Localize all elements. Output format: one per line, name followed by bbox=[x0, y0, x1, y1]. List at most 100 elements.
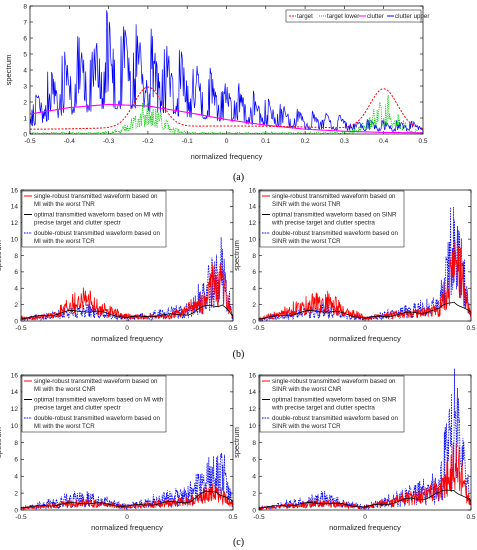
x-tick-label: -0.2 bbox=[142, 138, 154, 145]
y-tick-label: 6 bbox=[23, 35, 27, 42]
plot-frame bbox=[258, 374, 472, 511]
x-tick-label: -0.1 bbox=[182, 138, 194, 145]
x-tick-label: -0.4 bbox=[64, 138, 76, 145]
legend-label: optimal transmitted waveform based on MI… bbox=[34, 397, 164, 404]
y-axis-label: spectrum bbox=[0, 240, 3, 271]
y-tick-label: 2 bbox=[14, 302, 18, 309]
legend-label: optimal transmitted waveform based on MI… bbox=[34, 212, 164, 219]
y-tick-label: 5 bbox=[23, 51, 27, 58]
y-tick-label: 4 bbox=[252, 474, 256, 481]
target-lower-line bbox=[29, 95, 424, 135]
y-tick-label: 7 bbox=[23, 19, 27, 26]
y-tick-label: 10 bbox=[11, 236, 19, 243]
legend-label: MI with the worst TNR bbox=[34, 201, 95, 208]
double-robust-line bbox=[20, 452, 234, 511]
x-tick-label: -0.3 bbox=[103, 138, 115, 145]
legend-box bbox=[21, 375, 167, 433]
double-robust-line bbox=[258, 207, 472, 322]
y-tick-label: 8 bbox=[14, 440, 18, 447]
y-tick-label: 10 bbox=[249, 423, 257, 430]
x-tick-label: 0.5 bbox=[228, 325, 237, 332]
legend-label: double-robust transmitted waveform based… bbox=[272, 230, 398, 237]
x-tick-label: -0.5 bbox=[15, 514, 27, 521]
y-tick-label: 2 bbox=[252, 490, 256, 497]
x-tick-label: 0.2 bbox=[301, 138, 310, 145]
legend-label: clutter bbox=[367, 13, 384, 20]
x-axis-label: normalized frequency bbox=[91, 523, 163, 532]
y-tick-label: 4 bbox=[23, 67, 27, 74]
y-tick-label: 10 bbox=[249, 236, 257, 243]
y-tick-label: 12 bbox=[249, 220, 257, 227]
y-axis-label: spectrum bbox=[4, 55, 13, 86]
legend-label: double-robust transmitted waveform based… bbox=[272, 415, 398, 422]
y-tick-label: 16 bbox=[249, 372, 257, 379]
legend-label: SINR with the worst CNR bbox=[272, 386, 342, 393]
y-tick-label: 10 bbox=[11, 423, 19, 430]
caption-a: (a) bbox=[233, 172, 244, 183]
x-tick-label: 0 bbox=[125, 514, 129, 521]
y-tick-label: 14 bbox=[11, 389, 19, 396]
y-tick-label: 6 bbox=[252, 269, 256, 276]
x-tick-label: 0.3 bbox=[340, 138, 349, 145]
y-tick-label: 0 bbox=[252, 318, 256, 325]
y-tick-label: 8 bbox=[23, 3, 27, 10]
clutter-line bbox=[29, 103, 424, 134]
legend-label: target bbox=[297, 13, 313, 20]
y-tick-label: 2 bbox=[252, 302, 256, 309]
legend-label: optimal transmitted waveform based on SI… bbox=[272, 212, 397, 219]
y-tick-label: 4 bbox=[14, 286, 18, 293]
legend-label: optimal transmitted waveform based on SI… bbox=[272, 397, 397, 404]
legend-label: MI with the worst TCR bbox=[34, 238, 95, 245]
y-tick-label: 12 bbox=[249, 406, 257, 413]
legend-label: single-robust transmitted waveform based… bbox=[272, 378, 396, 385]
plot-frame bbox=[29, 5, 424, 135]
legend-label: single-robust transmitted waveform based… bbox=[272, 193, 396, 200]
y-tick-label: 12 bbox=[11, 220, 19, 227]
x-tick-label: 0 bbox=[225, 138, 229, 145]
y-tick-label: 8 bbox=[252, 253, 256, 260]
x-tick-label: 0.1 bbox=[261, 138, 270, 145]
x-tick-label: -0.5 bbox=[253, 514, 265, 521]
legend-label: MI with the worst CNR bbox=[34, 386, 96, 393]
legend-label: SINR with the worst TCR bbox=[272, 423, 341, 430]
optimal-line bbox=[20, 490, 234, 509]
caption-b: (b) bbox=[233, 349, 245, 360]
x-tick-label: -0.5 bbox=[253, 325, 265, 332]
x-tick-label: 0.5 bbox=[466, 325, 475, 332]
plot-frame bbox=[20, 189, 234, 322]
x-tick-label: 0 bbox=[363, 514, 367, 521]
legend-box bbox=[259, 375, 405, 433]
legend-box bbox=[285, 9, 422, 23]
y-axis-label: spectrum bbox=[232, 240, 241, 271]
legend-label: single-robust transmitted waveform based… bbox=[34, 193, 158, 200]
clutter-upper-line bbox=[29, 10, 424, 132]
plot-frame bbox=[20, 374, 234, 511]
optimal-line bbox=[258, 489, 472, 509]
x-tick-label: -0.5 bbox=[24, 138, 36, 145]
optimal-line bbox=[258, 301, 472, 320]
legend-label: with precise target and clutter spectra bbox=[271, 220, 375, 227]
legend-label: clutter upper bbox=[395, 13, 429, 20]
y-tick-label: 4 bbox=[14, 474, 18, 481]
y-tick-label: 14 bbox=[249, 389, 257, 396]
x-axis-label: normalized frequency bbox=[191, 152, 263, 161]
y-tick-label: 16 bbox=[11, 187, 19, 194]
y-tick-label: 2 bbox=[14, 490, 18, 497]
double-robust-line bbox=[258, 368, 472, 511]
x-tick-label: 0.5 bbox=[228, 514, 237, 521]
x-axis-label: normalized frequency bbox=[91, 334, 163, 343]
y-tick-label: 0 bbox=[23, 131, 27, 138]
y-tick-label: 14 bbox=[11, 204, 19, 211]
legend-label: precise target and clutter spectr bbox=[34, 220, 121, 227]
legend-label: double-robust transmitted waveform based… bbox=[34, 230, 160, 237]
legend-label: precise target and clutter spectr bbox=[34, 405, 121, 412]
legend-label: with precise target and clutter spectra bbox=[271, 405, 375, 412]
plot-frame bbox=[258, 189, 472, 322]
caption-c: (c) bbox=[233, 537, 244, 548]
legend-label: double-robust transmitted waveform based… bbox=[34, 415, 160, 422]
y-tick-label: 0 bbox=[14, 318, 18, 325]
y-axis-label: spectrum bbox=[232, 427, 241, 458]
y-tick-label: 0 bbox=[252, 507, 256, 514]
legend-label: SINR with the worst TCR bbox=[272, 238, 341, 245]
